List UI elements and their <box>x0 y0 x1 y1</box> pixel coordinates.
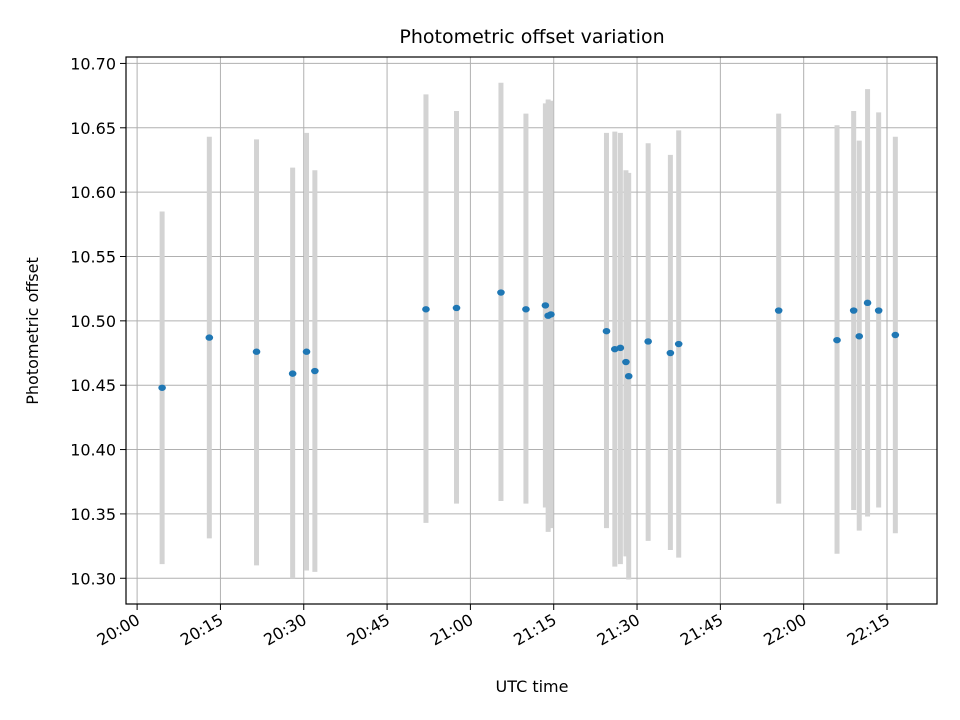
x-tick-label: 22:15 <box>844 610 893 650</box>
plot-frame <box>125 56 938 605</box>
data-point <box>452 304 461 312</box>
data-point <box>158 384 166 391</box>
data-point <box>666 349 675 357</box>
y-tick-label: 10.45 <box>70 376 116 395</box>
data-point <box>547 311 555 318</box>
data-point <box>205 334 214 341</box>
data-point <box>602 327 611 335</box>
x-tick-label: 20:45 <box>344 610 393 650</box>
point-layer <box>158 289 900 391</box>
x-tick-label: 21:45 <box>677 610 726 650</box>
errorbar-layer <box>159 82 898 580</box>
x-tick-layer: 20:00 20:15 20:30 20:45 21:00 21:15 21:30 21:45… <box>94 604 893 650</box>
y-axis-label: Photometric offset <box>23 257 42 405</box>
data-point <box>774 307 783 314</box>
data-point <box>855 333 864 340</box>
x-tick-label: 21:15 <box>510 610 559 650</box>
data-point <box>302 348 311 355</box>
y-tick-layer: 10.30 10.35 10.40 10.45 10.50 10.55 10.60 10.65… <box>70 54 126 588</box>
y-tick-label: 10.60 <box>70 183 116 202</box>
data-point <box>849 307 858 314</box>
data-point <box>833 336 841 344</box>
data-point <box>622 358 630 366</box>
y-tick-label: 10.30 <box>70 569 116 588</box>
x-tick-label: 20:30 <box>260 610 309 650</box>
y-tick-label: 10.50 <box>70 312 116 331</box>
y-tick-label: 10.55 <box>70 247 116 266</box>
y-tick-label: 10.40 <box>70 441 116 460</box>
data-point <box>644 338 652 345</box>
chart-title: Photometric offset variation <box>399 26 664 48</box>
data-point <box>863 299 872 307</box>
data-point <box>874 307 883 314</box>
data-point <box>674 340 683 348</box>
x-tick-label: 22:00 <box>760 610 809 650</box>
data-point <box>288 370 297 377</box>
data-point <box>422 306 430 313</box>
x-axis-label: UTC time <box>496 677 569 696</box>
x-tick-label: 21:30 <box>594 610 643 650</box>
y-tick-label: 10.35 <box>70 505 116 524</box>
data-point <box>616 344 625 352</box>
data-point <box>311 367 319 375</box>
x-tick-label: 21:00 <box>427 610 476 650</box>
grid-layer <box>126 57 937 604</box>
data-point <box>891 331 900 339</box>
x-tick-label: 20:00 <box>94 610 143 650</box>
y-tick-label: 10.70 <box>70 54 116 73</box>
data-point <box>497 289 505 296</box>
data-point <box>522 306 530 313</box>
x-tick-label: 20:15 <box>177 610 226 650</box>
data-point <box>624 372 633 380</box>
y-tick-label: 10.65 <box>70 119 116 138</box>
data-point <box>252 348 261 355</box>
data-point <box>541 302 550 309</box>
